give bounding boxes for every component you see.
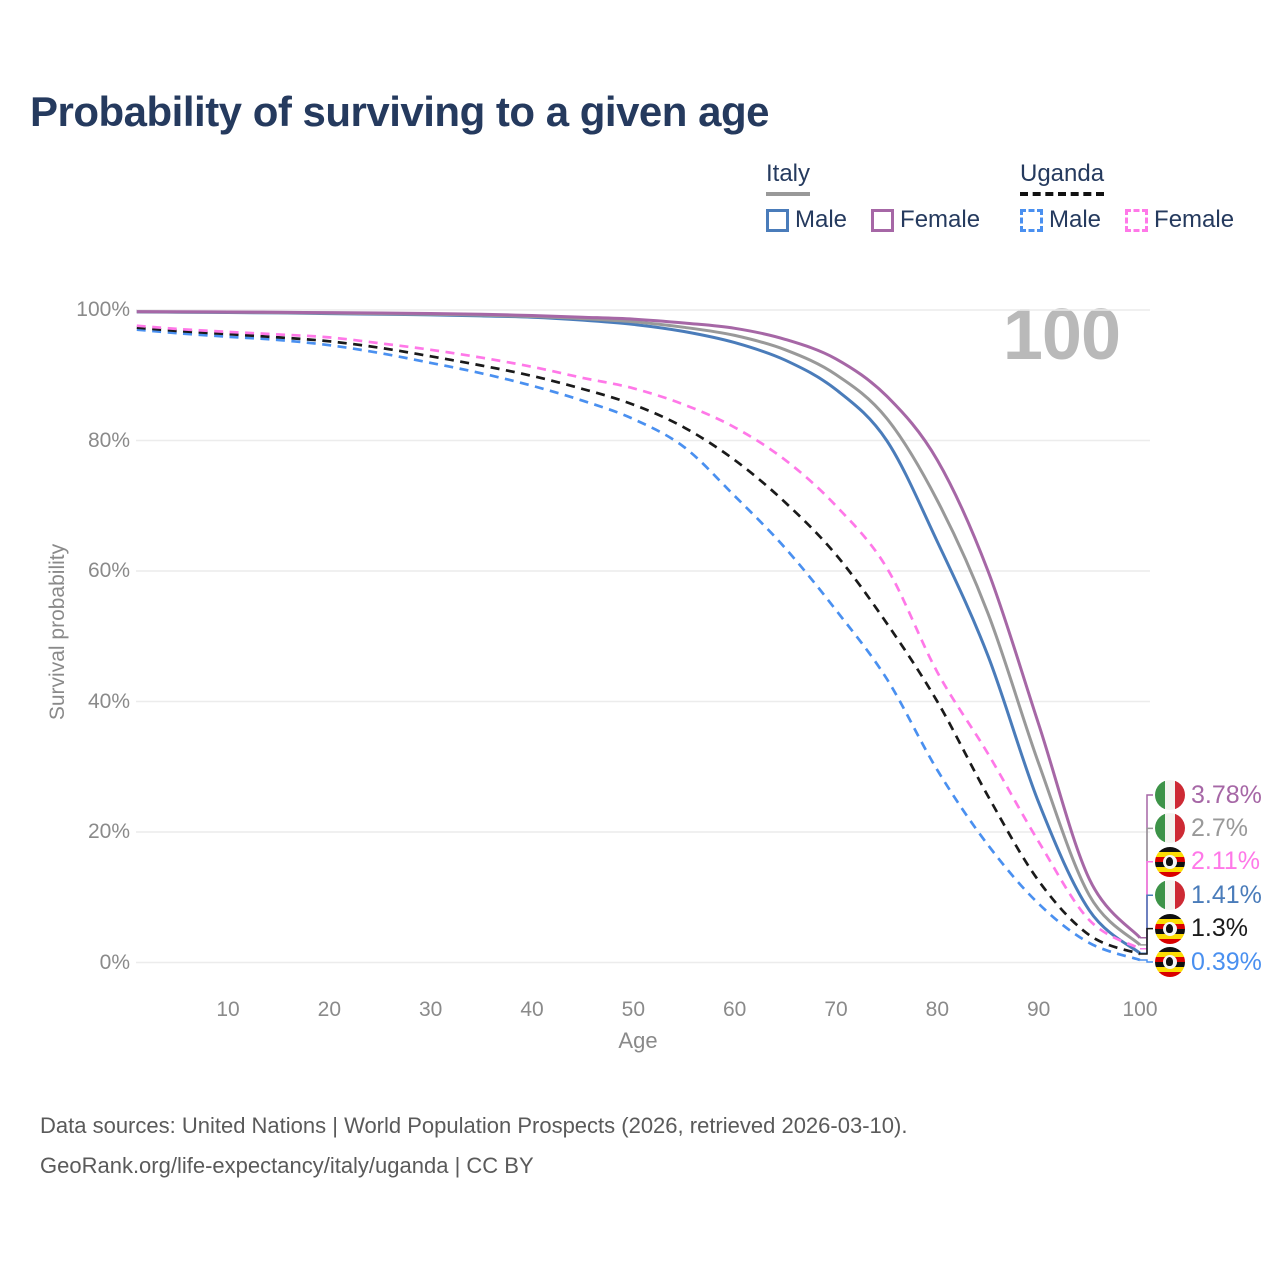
- x-tick-label: 80: [925, 998, 949, 1021]
- uganda-flag-icon: [1155, 846, 1185, 877]
- legend-item-label: Male: [795, 206, 848, 233]
- series-line-italy-male: [136, 310, 1141, 955]
- legend-group-uganda: Uganda Male Female: [1020, 160, 1234, 234]
- italy-flag-icon: [1155, 880, 1185, 911]
- italy-flag-icon: [1155, 813, 1185, 844]
- series-line-uganda-female: [136, 324, 1141, 950]
- legend-header-italy[interactable]: Italy: [766, 160, 811, 196]
- x-tick-label: 100: [1122, 998, 1158, 1021]
- end-label-connector: [1140, 927, 1153, 955]
- end-label-value: 2.7%: [1191, 813, 1248, 842]
- y-axis-title: Survival probability: [46, 543, 69, 721]
- footer-attribution-line: GeoRank.org/life-expectancy/italy/uganda…: [40, 1153, 534, 1178]
- series-line-uganda: [136, 326, 1141, 956]
- x-tick-label: 70: [824, 998, 848, 1021]
- italy-male-swatch-icon: [766, 208, 789, 232]
- crested-crane-icon: [1166, 856, 1173, 866]
- x-tick-label: 50: [621, 998, 645, 1021]
- x-tick-label: 40: [520, 998, 544, 1021]
- x-axis-title: Age: [618, 1028, 658, 1053]
- x-tick-label: 10: [216, 998, 240, 1021]
- legend-header-uganda[interactable]: Uganda: [1020, 160, 1105, 196]
- end-label-value: 1.3%: [1191, 914, 1248, 943]
- uganda-male-swatch-icon: [1020, 208, 1043, 232]
- end-label-italy-female: 3.78%: [1155, 780, 1262, 810]
- uganda-female-swatch-icon: [1125, 208, 1149, 232]
- footer-sources-line: Data sources: United Nations | World Pop…: [40, 1113, 908, 1138]
- end-label-uganda-male: 0.39%: [1155, 947, 1262, 977]
- y-tick-label: 20%: [87, 820, 130, 843]
- end-label-value: 1.41%: [1191, 880, 1262, 909]
- legend-item-label: Female: [1154, 206, 1235, 233]
- end-label-uganda: 1.3%: [1155, 913, 1248, 944]
- legend-item-italy-female[interactable]: Female: [871, 206, 980, 234]
- end-label-connector: [1140, 959, 1153, 963]
- uganda-flag-icon: [1155, 947, 1185, 977]
- age-watermark: 100: [1002, 295, 1121, 375]
- end-label-uganda-female: 2.11%: [1155, 846, 1261, 877]
- x-tick-label: 20: [317, 998, 341, 1021]
- legend-item-uganda-male[interactable]: Male: [1020, 206, 1101, 234]
- x-tick-label: 60: [722, 998, 747, 1021]
- series-line-uganda-male: [136, 328, 1141, 962]
- legend-item-italy-male[interactable]: Male: [766, 206, 847, 234]
- end-label-value: 3.78%: [1191, 780, 1262, 809]
- italy-female-swatch-icon: [871, 208, 895, 232]
- uganda-flag-icon: [1155, 913, 1185, 944]
- crested-crane-icon: [1166, 957, 1173, 966]
- italy-flag-icon: [1155, 780, 1185, 810]
- series-line-italy: [136, 310, 1142, 947]
- legend-item-label: Female: [900, 206, 981, 233]
- y-tick-label: 100%: [76, 298, 130, 321]
- legend-item-label: Male: [1049, 206, 1102, 233]
- end-label-value: 0.39%: [1191, 947, 1262, 976]
- series-line-italy-female: [136, 310, 1142, 939]
- y-tick-label: 0%: [99, 950, 130, 974]
- legend-item-uganda-female[interactable]: Female: [1125, 206, 1234, 234]
- y-tick-label: 80%: [87, 428, 130, 452]
- end-label-italy: 2.7%: [1155, 813, 1248, 844]
- end-label-value: 2.11%: [1191, 847, 1261, 876]
- end-label-italy-male: 1.41%: [1155, 880, 1262, 911]
- footer: Data sources: United Nations | World Pop…: [40, 1106, 907, 1186]
- x-tick-label: 90: [1026, 998, 1051, 1021]
- legend-group-italy: Italy Male Female: [766, 160, 980, 234]
- crested-crane-icon: [1166, 923, 1173, 933]
- y-tick-label: 60%: [87, 559, 130, 582]
- page-title: Probability of surviving to a given age: [30, 88, 769, 135]
- x-tick-label: 30: [418, 998, 443, 1021]
- y-tick-label: 40%: [87, 689, 130, 713]
